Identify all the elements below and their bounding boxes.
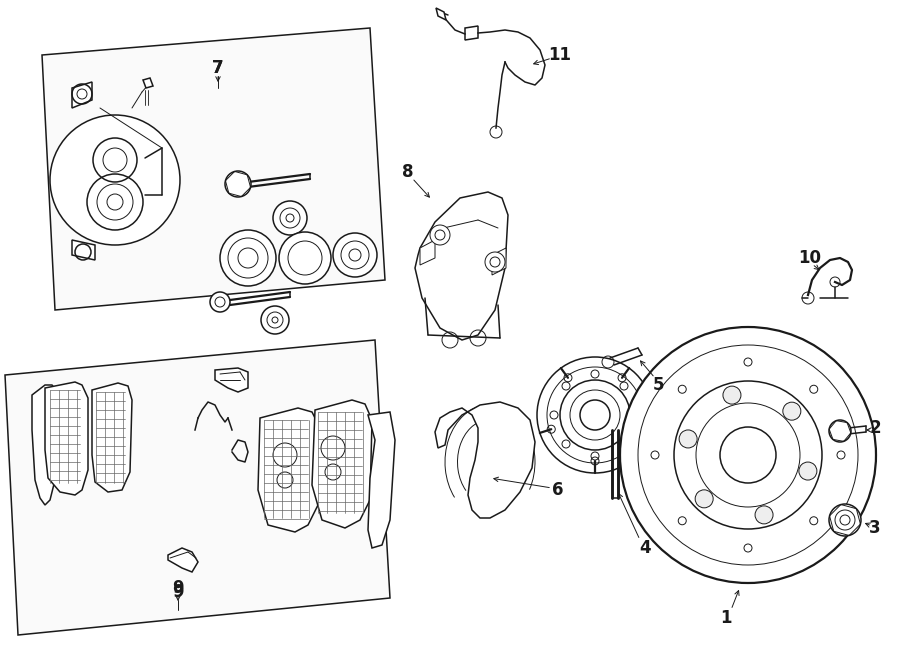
Text: 6: 6 bbox=[553, 481, 563, 499]
Circle shape bbox=[537, 357, 653, 473]
Circle shape bbox=[485, 252, 505, 272]
Polygon shape bbox=[215, 368, 248, 392]
Circle shape bbox=[273, 201, 307, 235]
Circle shape bbox=[723, 386, 741, 404]
Circle shape bbox=[210, 292, 230, 312]
Circle shape bbox=[333, 233, 377, 277]
Text: 4: 4 bbox=[639, 539, 651, 557]
Polygon shape bbox=[143, 78, 153, 88]
Circle shape bbox=[829, 504, 861, 536]
Text: 11: 11 bbox=[548, 46, 572, 64]
Circle shape bbox=[783, 402, 801, 420]
Polygon shape bbox=[72, 82, 92, 108]
Text: 1: 1 bbox=[720, 609, 732, 627]
Circle shape bbox=[695, 490, 713, 508]
Circle shape bbox=[680, 430, 698, 448]
Circle shape bbox=[261, 306, 289, 334]
Text: 8: 8 bbox=[402, 163, 414, 181]
Text: 9: 9 bbox=[172, 583, 184, 601]
Circle shape bbox=[279, 232, 331, 284]
Circle shape bbox=[220, 230, 276, 286]
Polygon shape bbox=[258, 408, 320, 532]
Circle shape bbox=[225, 171, 251, 197]
Circle shape bbox=[50, 115, 180, 245]
Polygon shape bbox=[435, 402, 535, 518]
Polygon shape bbox=[168, 548, 198, 572]
Polygon shape bbox=[465, 26, 478, 40]
Circle shape bbox=[620, 327, 876, 583]
Circle shape bbox=[430, 225, 450, 245]
Polygon shape bbox=[5, 340, 390, 635]
Circle shape bbox=[799, 462, 817, 480]
Polygon shape bbox=[436, 8, 446, 20]
Polygon shape bbox=[45, 382, 88, 495]
Circle shape bbox=[755, 506, 773, 524]
Polygon shape bbox=[42, 28, 385, 310]
Polygon shape bbox=[312, 400, 372, 528]
Text: 9: 9 bbox=[172, 579, 184, 597]
Polygon shape bbox=[492, 248, 506, 275]
Text: 2: 2 bbox=[869, 419, 881, 437]
Polygon shape bbox=[32, 385, 58, 505]
Polygon shape bbox=[415, 192, 508, 340]
Text: 7: 7 bbox=[212, 59, 224, 77]
Polygon shape bbox=[368, 412, 395, 548]
Text: 3: 3 bbox=[869, 519, 881, 537]
Polygon shape bbox=[92, 383, 132, 492]
Text: 5: 5 bbox=[652, 376, 664, 394]
Circle shape bbox=[829, 420, 851, 442]
Polygon shape bbox=[72, 240, 95, 260]
Polygon shape bbox=[420, 240, 435, 265]
Text: 10: 10 bbox=[798, 249, 822, 267]
Text: 7: 7 bbox=[212, 59, 224, 77]
